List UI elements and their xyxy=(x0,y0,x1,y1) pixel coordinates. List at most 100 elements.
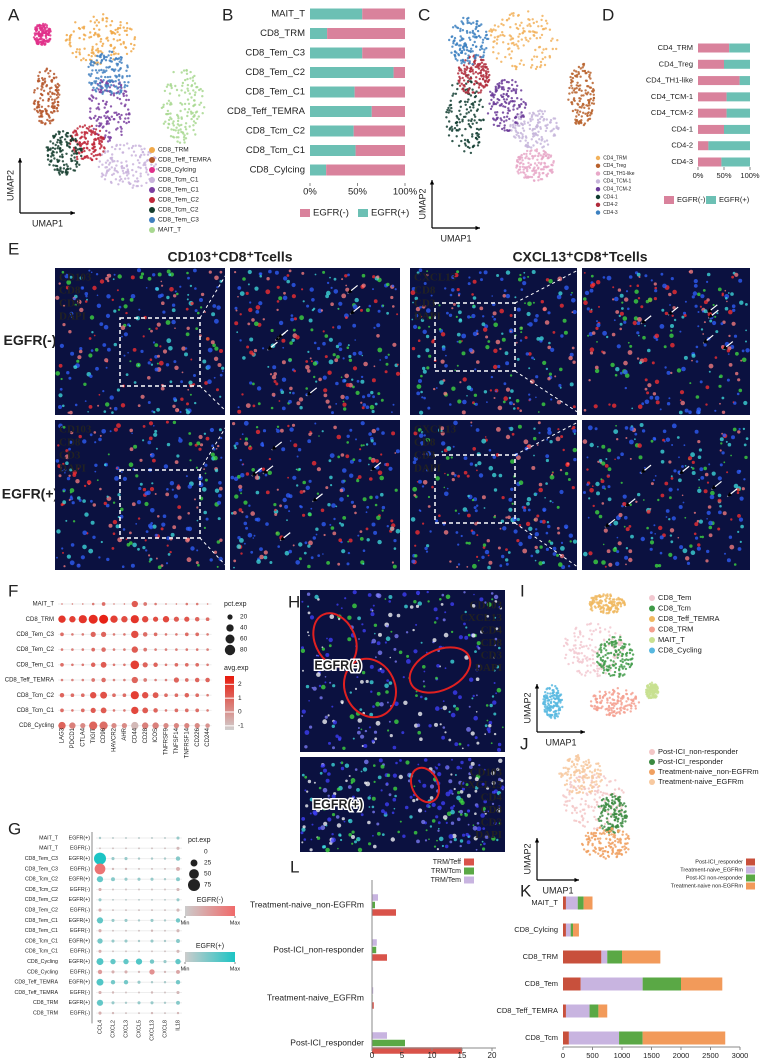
cell-point xyxy=(581,105,583,107)
cell-point xyxy=(54,101,56,103)
cell-point xyxy=(597,769,599,771)
cell-point xyxy=(571,101,573,103)
dot xyxy=(91,678,95,682)
cell-point xyxy=(548,699,550,701)
cell-point xyxy=(622,831,624,833)
cell-point xyxy=(564,638,566,640)
cell-point xyxy=(40,93,42,95)
x-tick-label: 500 xyxy=(586,1051,599,1060)
cell-point xyxy=(594,793,596,795)
cell-point xyxy=(499,122,501,124)
cell-signal xyxy=(179,286,181,288)
category-label: CD8_Tem_C2 xyxy=(245,67,305,78)
cell-point xyxy=(556,692,558,694)
bar-segment xyxy=(698,44,729,53)
bar xyxy=(372,894,378,901)
cell-point xyxy=(541,15,543,17)
cell-signal xyxy=(362,406,365,409)
dot xyxy=(206,709,209,712)
category-label: CD8_TRM xyxy=(260,28,305,39)
arrow-head xyxy=(580,730,585,734)
cell-point xyxy=(43,44,45,46)
cell-point xyxy=(34,89,36,91)
cell-point xyxy=(600,805,602,807)
cell-point xyxy=(183,69,185,71)
cell-point xyxy=(650,685,652,687)
cell-point xyxy=(591,775,593,777)
cell-point xyxy=(612,842,614,844)
micrograph xyxy=(55,268,225,415)
dot xyxy=(151,991,153,993)
cell-point xyxy=(575,91,577,93)
arrow-head xyxy=(535,838,539,843)
cell-point xyxy=(491,29,493,31)
dot xyxy=(150,939,153,942)
column-label: CD44 xyxy=(132,727,138,743)
cell-point xyxy=(459,121,461,123)
cell-signal xyxy=(184,352,188,356)
cell-point xyxy=(504,124,506,126)
bar-segment xyxy=(622,951,660,964)
cell-signal xyxy=(363,403,367,407)
cell-point xyxy=(90,60,92,62)
cell-point xyxy=(43,24,45,26)
cell-signal xyxy=(113,310,116,313)
dot xyxy=(175,959,180,964)
legend-swatch xyxy=(149,197,155,203)
dot xyxy=(99,615,108,624)
cell-point xyxy=(549,29,551,31)
dot xyxy=(174,723,179,728)
cell-point xyxy=(115,128,117,130)
cell-signal xyxy=(150,358,153,361)
dot xyxy=(138,919,140,921)
legend-swatch xyxy=(706,196,716,204)
legend-dot xyxy=(191,860,198,867)
legend-label: Treatment-naive_EGFRm xyxy=(680,867,743,873)
cell-signal xyxy=(338,302,342,306)
cell-point xyxy=(540,143,542,145)
cell-signal xyxy=(419,411,423,415)
cell-point xyxy=(469,50,471,52)
cell-point xyxy=(574,766,576,768)
cell-point xyxy=(553,128,555,130)
cell-point xyxy=(579,106,581,108)
cell-point xyxy=(610,707,612,709)
cell-point xyxy=(131,169,133,171)
cell-point xyxy=(467,74,469,76)
cell-point xyxy=(143,148,145,150)
cell-point xyxy=(173,129,175,131)
cell-point xyxy=(593,601,595,603)
cell-point xyxy=(544,691,546,693)
cell-point xyxy=(548,707,550,709)
cell-point xyxy=(529,37,531,39)
cell-point xyxy=(460,140,462,142)
cell-signal xyxy=(214,377,216,379)
cell-point xyxy=(582,819,584,821)
cell-signal xyxy=(374,365,376,367)
cell-point xyxy=(452,26,454,28)
cell-point xyxy=(111,20,113,22)
cell-point xyxy=(581,815,583,817)
cell-point xyxy=(536,124,538,126)
cell-signal xyxy=(112,299,114,301)
cell-point xyxy=(108,168,110,170)
cell-point xyxy=(61,149,63,151)
cell-point xyxy=(105,174,107,176)
legend-label: 60 xyxy=(240,636,248,643)
cell-point xyxy=(606,657,608,659)
cell-point xyxy=(79,125,81,127)
cell-point xyxy=(53,77,55,79)
cell-point xyxy=(66,142,68,144)
legend-label: CD8_Tcm_C1 xyxy=(158,177,199,184)
cell-point xyxy=(565,642,567,644)
cell-point xyxy=(573,97,575,99)
cell-point xyxy=(596,665,598,667)
legend-swatch xyxy=(149,217,155,223)
dot xyxy=(112,837,114,839)
cell-point xyxy=(617,820,619,822)
dot xyxy=(61,648,64,651)
cell-point xyxy=(549,688,551,690)
dot xyxy=(138,971,140,973)
cell-point xyxy=(521,159,523,161)
bar-segment xyxy=(619,1032,643,1045)
